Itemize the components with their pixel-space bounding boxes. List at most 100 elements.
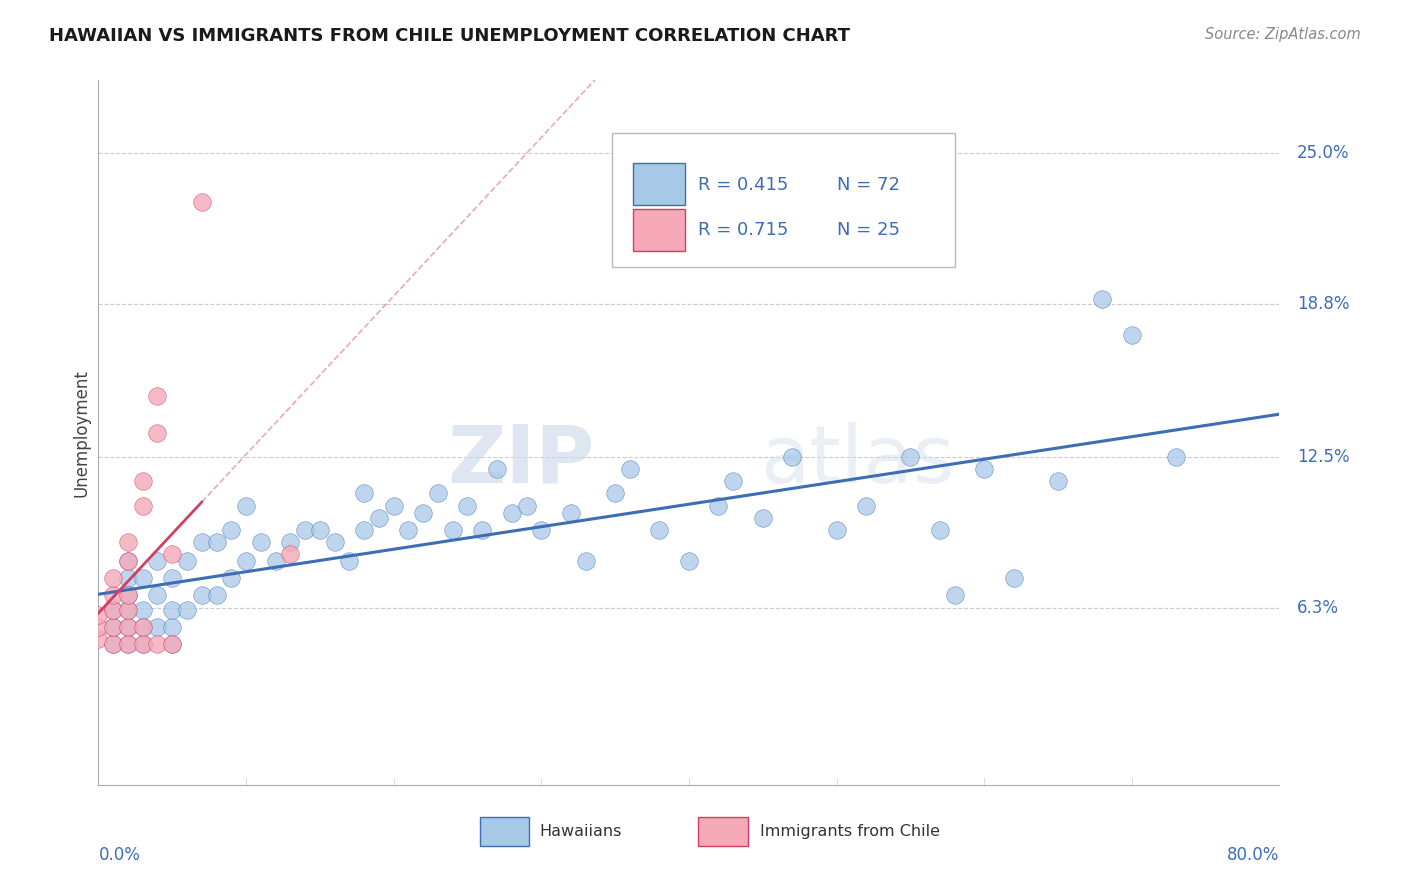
Point [353,523,375,537]
Point [1091,292,1114,306]
Point [146,554,169,568]
Point [560,506,582,520]
Point [132,637,155,651]
Point [605,486,627,500]
Point [501,506,523,520]
Text: 25.0%: 25.0% [1298,145,1350,162]
FancyBboxPatch shape [634,163,685,205]
Point [825,523,848,537]
Text: HAWAIIAN VS IMMIGRANTS FROM CHILE UNEMPLOYMENT CORRELATION CHART: HAWAIIAN VS IMMIGRANTS FROM CHILE UNEMPL… [49,27,851,45]
Point [250,535,273,549]
Point [87,607,110,622]
Point [427,486,450,500]
Point [323,535,346,549]
Point [132,620,155,634]
Point [117,554,139,568]
Point [103,637,125,651]
Y-axis label: Unemployment: Unemployment [72,368,90,497]
FancyBboxPatch shape [699,817,748,847]
Point [146,389,169,403]
Point [205,535,228,549]
Text: 80.0%: 80.0% [1227,846,1279,863]
Point [191,194,214,209]
Point [280,535,302,549]
Point [707,499,730,513]
Point [353,486,375,500]
Point [412,506,434,520]
Text: 18.8%: 18.8% [1298,295,1350,313]
Point [103,603,125,617]
Point [221,571,243,585]
Point [87,632,110,647]
Point [132,474,155,488]
Point [1046,474,1070,488]
Point [855,499,877,513]
Point [103,620,125,634]
Point [471,523,494,537]
Point [117,637,139,651]
Point [117,603,139,617]
Point [117,589,139,603]
Point [235,554,257,568]
Point [678,554,700,568]
Point [162,547,183,561]
Point [486,462,509,476]
Point [103,620,125,634]
Point [398,523,420,537]
Point [235,499,257,513]
Point [132,603,155,617]
Point [162,637,183,651]
Point [339,554,361,568]
Point [117,554,139,568]
Point [900,450,922,464]
Text: Hawaiians: Hawaiians [538,824,621,839]
Point [973,462,995,476]
Point [1002,571,1025,585]
Point [146,589,169,603]
Text: R = 0.715: R = 0.715 [699,221,789,239]
Point [530,523,553,537]
Point [221,523,243,537]
Point [162,620,183,634]
Point [280,547,302,561]
Text: 0.0%: 0.0% [98,846,141,863]
Point [117,571,139,585]
Point [132,620,155,634]
Point [103,571,125,585]
Point [648,523,671,537]
Point [162,571,183,585]
Point [103,603,125,617]
Text: ZIP: ZIP [447,422,595,500]
Point [943,589,966,603]
Point [575,554,598,568]
Point [309,523,332,537]
Point [1166,450,1188,464]
Point [117,589,139,603]
FancyBboxPatch shape [479,817,530,847]
Point [146,637,169,651]
Point [205,589,228,603]
Point [117,535,139,549]
Text: N = 25: N = 25 [837,221,900,239]
Point [146,425,169,440]
Point [294,523,316,537]
Point [264,554,287,568]
Text: Immigrants from Chile: Immigrants from Chile [759,824,939,839]
Text: N = 72: N = 72 [837,176,900,194]
Point [132,637,155,651]
Text: atlas: atlas [759,422,955,500]
Point [117,637,139,651]
Point [457,499,479,513]
Point [162,603,183,617]
FancyBboxPatch shape [612,133,955,267]
Text: 12.5%: 12.5% [1298,448,1350,466]
Point [782,450,804,464]
Point [191,535,214,549]
Point [103,589,125,603]
Text: R = 0.415: R = 0.415 [699,176,789,194]
Point [117,620,139,634]
Point [368,510,391,524]
Point [382,499,405,513]
Point [516,499,538,513]
Text: Source: ZipAtlas.com: Source: ZipAtlas.com [1205,27,1361,42]
